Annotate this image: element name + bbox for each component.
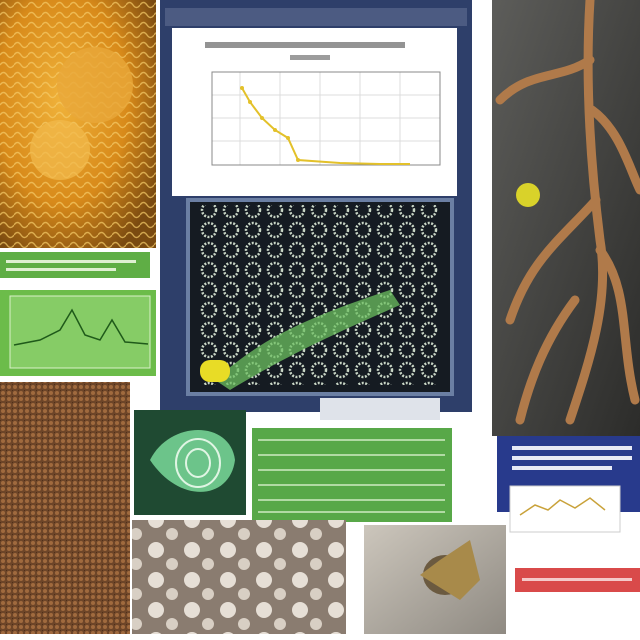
snail-fin [420, 540, 480, 600]
leaf-ring [175, 438, 221, 488]
text-line [522, 578, 632, 581]
green-chart-area [9, 295, 151, 369]
chart-title-bar [205, 42, 405, 48]
green-caption [0, 252, 150, 278]
root-image [492, 0, 640, 436]
mini-chart-line [519, 497, 606, 516]
roots [495, 0, 640, 425]
brown-texture [0, 382, 130, 634]
text-line [6, 268, 116, 271]
green-table [252, 428, 452, 522]
leaf-ring [185, 448, 211, 478]
frame-bar [165, 8, 467, 26]
micro-cells [200, 205, 440, 385]
text-line [6, 260, 136, 263]
green-table-lines [258, 439, 445, 513]
text-line [512, 466, 612, 470]
micro-band [215, 290, 400, 390]
bubble-texture [132, 520, 346, 634]
orange-blob [57, 47, 133, 123]
orange-blob [30, 120, 90, 180]
orange-texture [0, 0, 156, 248]
text-line [512, 446, 632, 450]
micro-capsule [200, 360, 230, 382]
chart-card [172, 28, 457, 196]
text-line [512, 456, 632, 460]
chart-points [240, 86, 300, 162]
bottom-bar [320, 398, 440, 420]
chart-frame [211, 71, 441, 166]
root-highlight [516, 183, 540, 207]
chart-subtitle-bar [290, 55, 330, 60]
green-chart-line [13, 308, 149, 346]
